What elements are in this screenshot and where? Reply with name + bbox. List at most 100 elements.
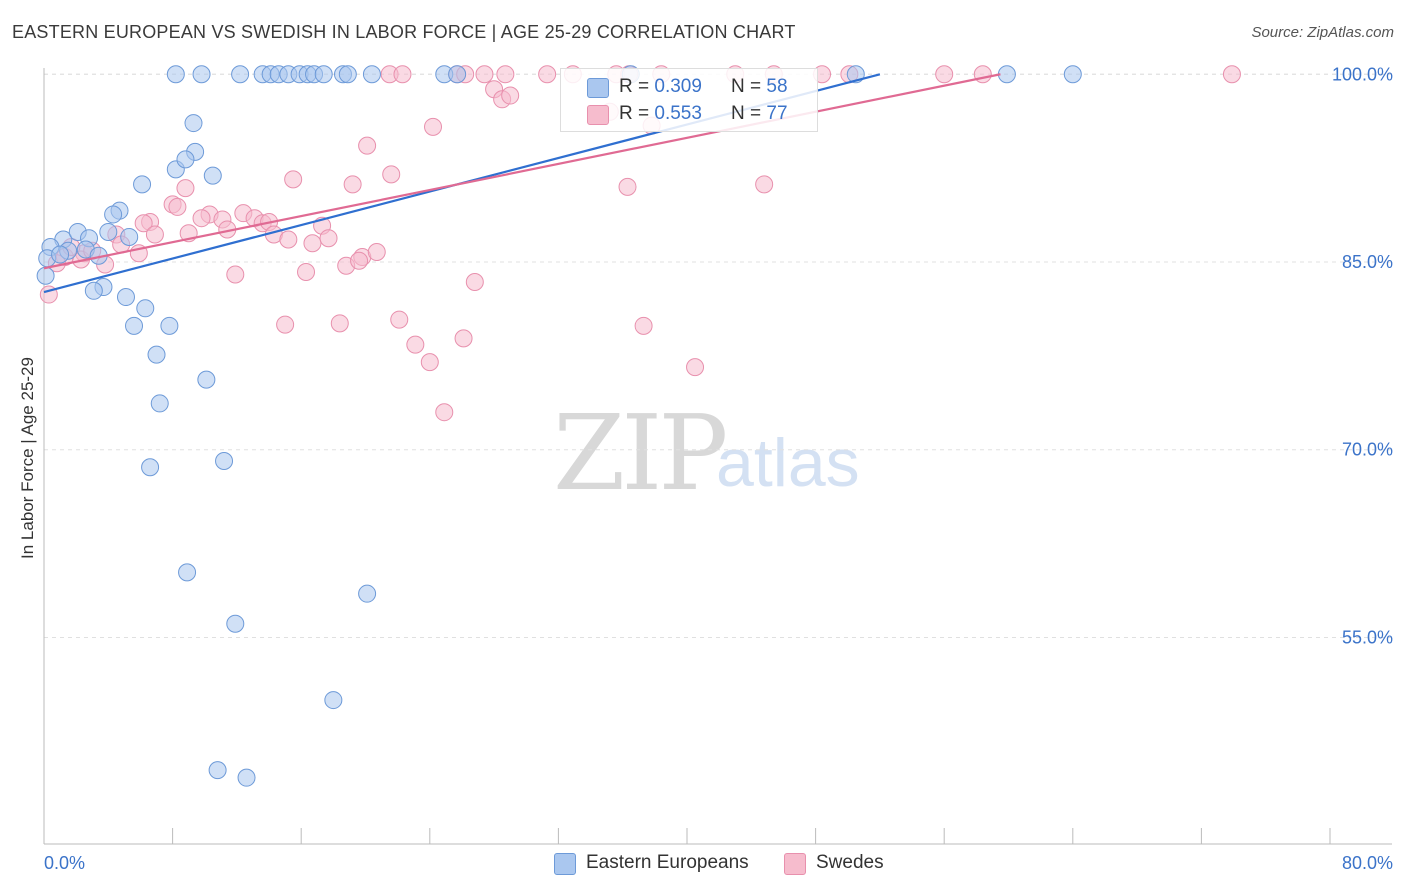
swedes-point [284, 170, 303, 189]
eastern-europeans-point [125, 316, 144, 335]
eastern-europeans-point [192, 65, 211, 84]
eastern-europeans-point [51, 245, 70, 264]
stats-legend: R = 0.309 N = 58 R = 0.553 N = 77 [560, 68, 818, 132]
eastern-europeans-point [237, 768, 256, 787]
swedes-point [145, 225, 164, 244]
swedes-point [226, 265, 245, 284]
legend-swatch-pink [587, 105, 609, 125]
y-tick-label: 55.0% [1342, 627, 1393, 647]
eastern-europeans-point [448, 65, 467, 84]
swedes-point [475, 65, 494, 84]
y-axis-label: In Labor Force | Age 25-29 [18, 357, 37, 559]
swedes-point [755, 175, 774, 194]
swedes-point [454, 329, 473, 348]
swedes-point [420, 353, 439, 372]
swedes-point [303, 234, 322, 253]
eastern-europeans-point [150, 394, 169, 413]
eastern-europeans-point [104, 205, 123, 224]
eastern-europeans-point [197, 370, 216, 389]
legend-r-label: R = [619, 103, 650, 124]
eastern-europeans-point [133, 175, 152, 194]
eastern-europeans-point [208, 761, 227, 780]
eastern-europeans-point [203, 166, 222, 185]
eastern-europeans-point [178, 563, 197, 582]
x-tick-label: 80.0% [1342, 853, 1393, 873]
eastern-europeans-point [120, 227, 139, 246]
eastern-europeans-point [184, 114, 203, 133]
swedes-point [382, 165, 401, 184]
eastern-europeans-point [324, 691, 343, 710]
eastern-europeans-point [314, 65, 333, 84]
swedes-points [39, 65, 1241, 422]
watermark-zip: ZIP [553, 392, 728, 514]
swedes-trendline [43, 73, 1001, 270]
legend-r-value: 0.309 [654, 76, 702, 97]
swedes-point [501, 86, 520, 105]
swedes-point [358, 136, 377, 155]
bottom-legend-swatch-blue [554, 853, 576, 875]
swedes-point [973, 65, 992, 84]
swedes-point [297, 263, 316, 282]
eastern-europeans-point [1063, 65, 1082, 84]
bottom-legend-label: Swedes [816, 852, 884, 873]
eastern-europeans-point [358, 584, 377, 603]
swedes-point [192, 209, 211, 228]
y-tick-label: 70.0% [1342, 440, 1393, 460]
swedes-point [367, 242, 386, 261]
eastern-europeans-point [997, 65, 1016, 84]
eastern-europeans-point [160, 316, 179, 335]
eastern-europeans-points [36, 65, 1082, 787]
legend-n-value: 77 [766, 103, 788, 124]
swedes-point [435, 403, 454, 422]
legend-n-label: N = [731, 103, 762, 124]
swedes-point [935, 65, 954, 84]
eastern-europeans-point [166, 65, 185, 84]
swedes-point [350, 251, 369, 270]
swedes-point [618, 177, 637, 196]
eastern-europeans-point [99, 222, 118, 241]
swedes-point [276, 315, 295, 334]
swedes-point [343, 175, 362, 194]
swedes-point [319, 229, 338, 248]
chart-title: EASTERN EUROPEAN VS SWEDISH IN LABOR FOR… [12, 22, 796, 42]
eastern-europeans-point [231, 65, 250, 84]
eastern-europeans-point [84, 281, 103, 300]
eastern-europeans-point [141, 458, 160, 477]
swedes-point [406, 335, 425, 354]
legend-r-value: 0.553 [654, 103, 702, 124]
eastern-europeans-point [176, 150, 195, 169]
bottom-legend-label: Eastern Europeans [586, 852, 749, 873]
swedes-point [538, 65, 557, 84]
swedes-point [1222, 65, 1241, 84]
eastern-europeans-point [338, 65, 357, 84]
swedes-point [634, 316, 653, 335]
tick-labels: 55.0% 70.0% 85.0% 100.0% 0.0% 80.0% [44, 64, 1393, 873]
watermark-atlas: atlas [716, 425, 860, 501]
swedes-point [496, 65, 515, 84]
swedes-point [279, 230, 298, 249]
swedes-point [176, 179, 195, 198]
legend-r-label: R = [619, 76, 650, 97]
swedes-point [393, 65, 412, 84]
source-credit: Source: ZipAtlas.com [1251, 24, 1394, 41]
eastern-europeans-point [116, 288, 135, 307]
gridlines [44, 73, 1392, 638]
legend-swatch-blue [587, 78, 609, 98]
eastern-europeans-point [215, 452, 234, 471]
axes [43, 68, 1392, 845]
swedes-point [168, 197, 187, 216]
swedes-point [390, 310, 409, 329]
eastern-europeans-point [362, 65, 381, 84]
legend-n-value: 58 [766, 76, 788, 97]
eastern-europeans-point [136, 299, 155, 318]
x-tick-label: 0.0% [44, 853, 85, 873]
swedes-point [330, 314, 349, 333]
bottom-legend-swatch-pink [784, 853, 806, 875]
eastern-europeans-point [36, 266, 55, 285]
swedes-point [465, 273, 484, 292]
swedes-point [134, 214, 153, 233]
legend-n-label: N = [731, 76, 762, 97]
swedes-point [686, 358, 705, 377]
swedes-point [424, 117, 443, 136]
